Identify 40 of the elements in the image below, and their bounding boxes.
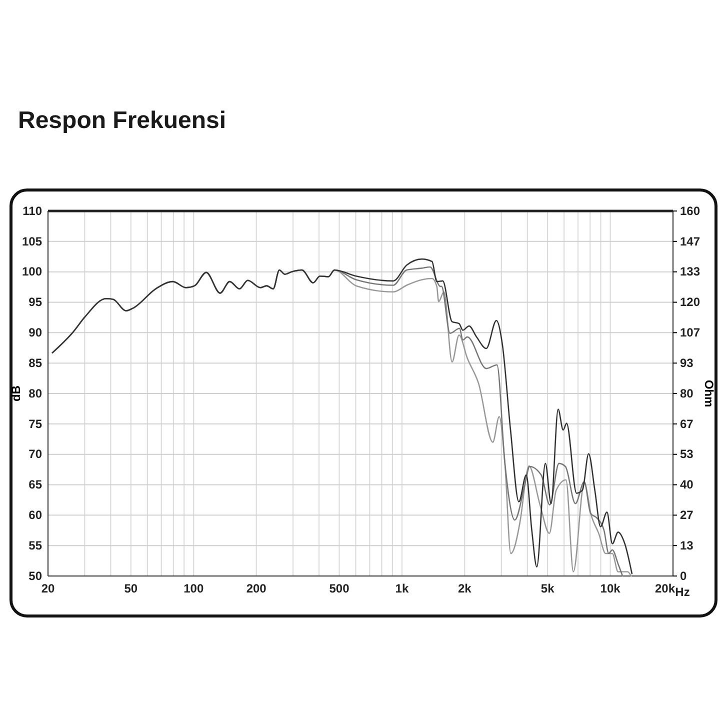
y2-tick-label: 40: [680, 478, 694, 492]
y-tick-label: 90: [28, 326, 42, 340]
y2-tick-label: 107: [680, 326, 700, 340]
x-tick-label: 20k: [654, 582, 676, 596]
y-tick-label: 60: [28, 508, 42, 522]
y-tick-label: 50: [28, 568, 42, 583]
y2-tick-label: 0: [680, 568, 687, 583]
y2-tick-label: 27: [680, 508, 694, 522]
y2-tick-label: 120: [680, 295, 700, 310]
x-tick-label: 100: [184, 582, 204, 596]
y-tick-label: 95: [28, 295, 42, 310]
y-tick-label: 55: [28, 538, 42, 552]
x-tick-label: 2k: [458, 582, 472, 596]
y-tick-label: 70: [28, 447, 42, 462]
y-tick-label: 100: [22, 264, 42, 279]
x-tick-label: 500: [329, 582, 350, 596]
y2-tick-label: 13: [680, 538, 694, 552]
y-axis-title: dB: [9, 385, 23, 402]
y-tick-label: 105: [22, 234, 42, 248]
y2-tick-label: 133: [680, 264, 700, 279]
y-tick-label: 75: [28, 416, 42, 431]
x-tick-label: 5k: [540, 582, 555, 596]
x-tick-label: 10k: [600, 582, 621, 596]
x-tick-label: 1k: [395, 582, 409, 596]
y2-tick-label: 160: [680, 204, 700, 218]
x-tick-label: 200: [246, 582, 267, 596]
y2-tick-label: 93: [680, 356, 694, 370]
y2-tick-label: 67: [680, 416, 694, 431]
y-tick-label: 110: [22, 204, 42, 218]
chart-title: Respon Frekuensi: [18, 107, 226, 134]
y-tick-label: 80: [28, 386, 42, 400]
y-tick-label: 85: [28, 356, 42, 370]
y2-tick-label: 53: [680, 447, 694, 462]
x-axis-title: Hz: [675, 585, 690, 599]
y2-tick-label: 147: [680, 234, 700, 248]
y-tick-label: 65: [28, 478, 42, 492]
y2-axis-title: Ohm: [702, 380, 716, 408]
x-tick-label: 20: [41, 582, 55, 596]
y2-tick-label: 80: [680, 386, 694, 400]
x-tick-label: 50: [124, 582, 138, 596]
